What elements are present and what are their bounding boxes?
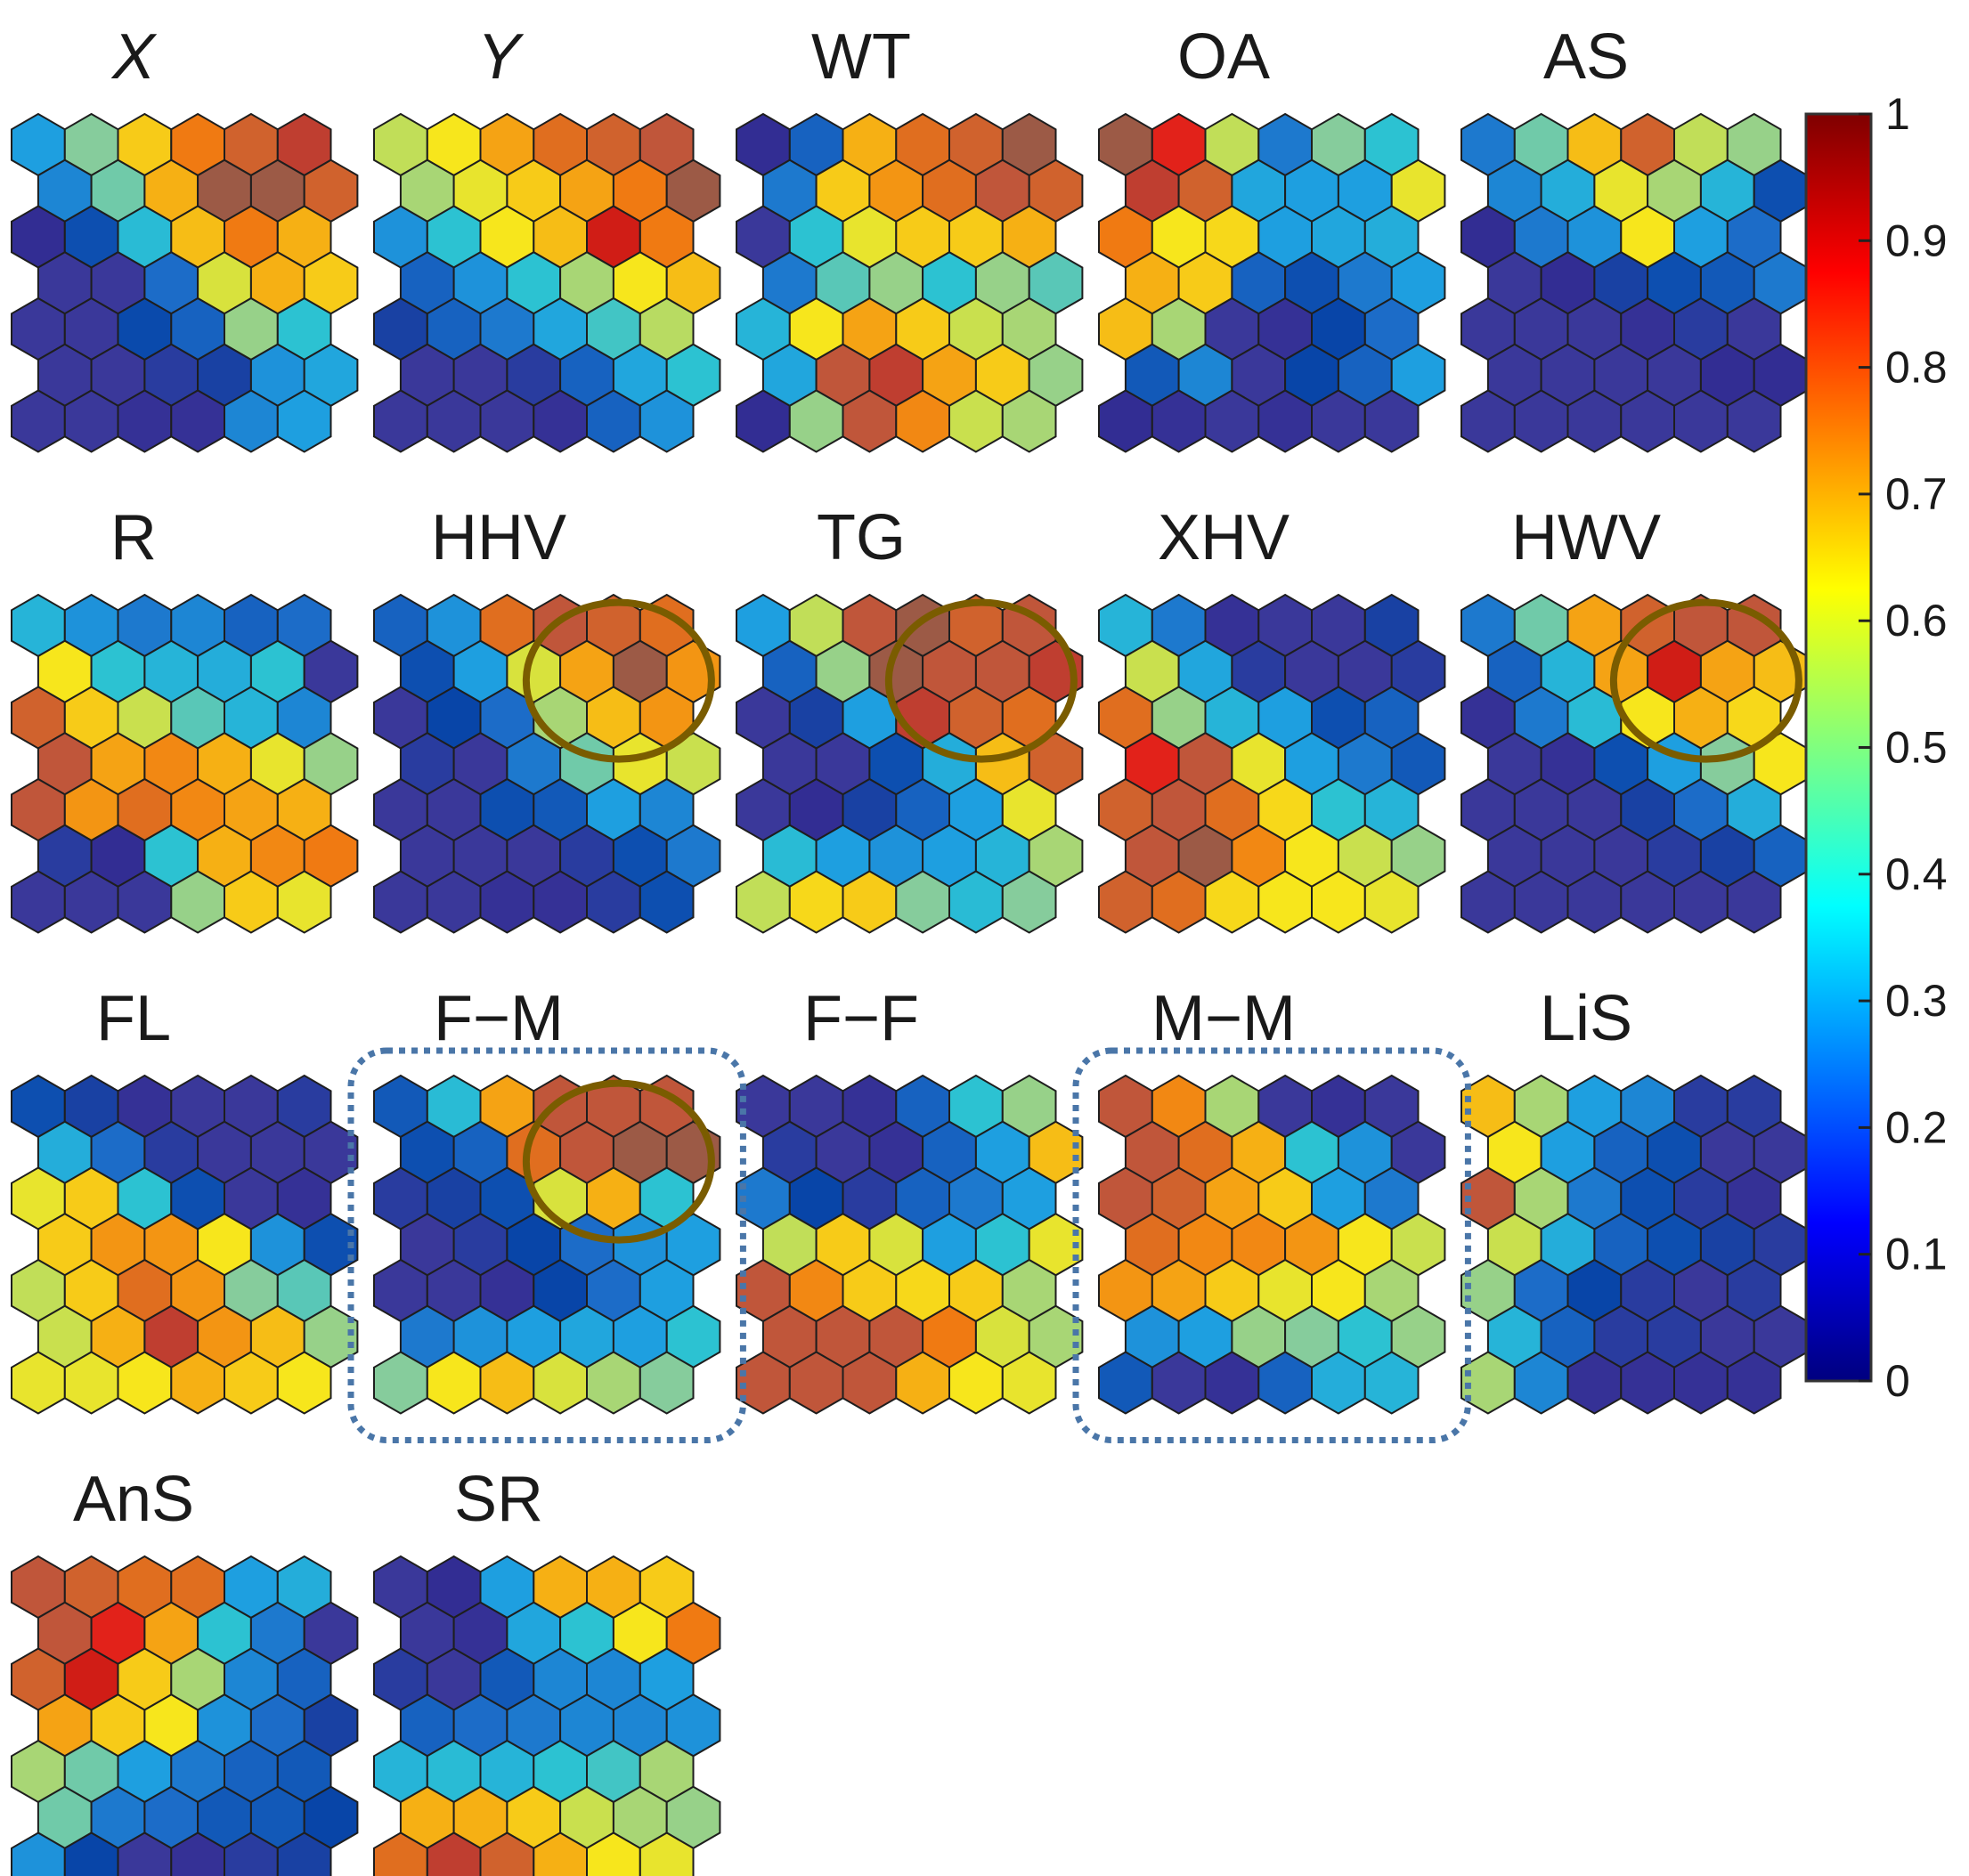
panel-x: X [11, 21, 359, 453]
panel-as: AS [1460, 21, 1809, 453]
hex-cell [276, 1831, 332, 1876]
panel-hhv: HHV [373, 502, 721, 934]
colorbar-tick-label: 0.9 [1885, 215, 1948, 265]
hex-cell [276, 389, 332, 453]
highlight-dotted-box [347, 1047, 746, 1443]
highlight-circle [522, 598, 715, 763]
panel-title: F−M [434, 983, 564, 1054]
hex-cell [1363, 1351, 1420, 1415]
colorbar-tick-label: 0 [1885, 1356, 1910, 1406]
hex-cell [1001, 389, 1057, 453]
panel-title: FL [96, 983, 171, 1054]
colorbar: 0 0.1 0.2 0.3 0.4 0.5 0.6 0.7 0.8 0.9 1 [1804, 89, 1948, 1406]
panel-fl: FL [11, 983, 359, 1415]
panel-y: Y [373, 21, 721, 453]
highlight-circle [1609, 598, 1802, 763]
highlight-dotted-box [1072, 1047, 1471, 1443]
colorbar-tick-label: 0.2 [1885, 1102, 1948, 1152]
panel-title: TG [817, 502, 906, 573]
hex-cell [276, 870, 332, 934]
hex-cell [276, 1351, 332, 1415]
panel-title: OA [1177, 21, 1270, 93]
hex-cell [639, 1831, 695, 1876]
hex-cell [639, 389, 695, 453]
panel-ans: AnS [11, 1464, 359, 1876]
colorbar-tick-label: 0.8 [1885, 343, 1948, 393]
panel-title: LiS [1540, 983, 1632, 1054]
panel-wt: WT [736, 21, 1084, 453]
highlight-circle [884, 598, 1078, 763]
hex-cell [639, 1351, 695, 1415]
panel-xhv: XHV [1098, 502, 1446, 934]
hex-cell [1726, 389, 1782, 453]
panel-title: AS [1543, 21, 1629, 93]
panel-title: HHV [431, 502, 566, 573]
hex-cell [1001, 1351, 1057, 1415]
hex-cell [1726, 1351, 1782, 1415]
panel-title: R [110, 502, 157, 573]
hex-cell [1001, 870, 1057, 934]
panel-tg: TG [736, 502, 1084, 934]
colorbar-tick-label: 0.7 [1885, 469, 1948, 519]
panel-hwv: HWV [1460, 502, 1809, 934]
hex-cell [1363, 870, 1420, 934]
panel-title: F−F [803, 983, 919, 1054]
panel-ff: F−F [736, 983, 1084, 1415]
colorbar-ticks: 0 0.1 0.2 0.3 0.4 0.5 0.6 0.7 0.8 0.9 1 [1859, 89, 1948, 1406]
panel-title: SR [454, 1464, 543, 1535]
colorbar-tick-label: 1 [1885, 89, 1910, 139]
panel-r: R [11, 502, 359, 934]
colorbar-tick-label: 0.4 [1885, 849, 1948, 899]
panel-title: Y [477, 21, 525, 93]
panel-title: M−M [1151, 983, 1296, 1054]
panel-title: WT [811, 21, 911, 93]
component-planes: X Y WT OA AS R HHV TG XHV HWV FL F−M F−F M−M LiS AnS SR [11, 21, 1809, 1876]
panel-title: AnS [73, 1464, 194, 1535]
panel-title: X [110, 21, 158, 93]
panel-sr: SR [373, 1464, 721, 1876]
hex-cell [639, 870, 695, 934]
panel-mm: M−M [1098, 983, 1446, 1415]
colorbar-tick-label: 0.3 [1885, 976, 1948, 1026]
highlight-circle [522, 1079, 715, 1244]
panel-title: HWV [1511, 502, 1661, 573]
colorbar-tick-label: 0.1 [1885, 1230, 1948, 1279]
panel-title: XHV [1158, 502, 1290, 573]
panel-lis: LiS [1460, 983, 1809, 1415]
hex-cell [1363, 389, 1420, 453]
colorbar-tick-label: 0.5 [1885, 723, 1948, 773]
colorbar-tick-label: 0.6 [1885, 596, 1948, 646]
panel-oa: OA [1098, 21, 1446, 453]
highlight-annotations [347, 598, 1802, 1443]
hex-cell [1726, 870, 1782, 934]
